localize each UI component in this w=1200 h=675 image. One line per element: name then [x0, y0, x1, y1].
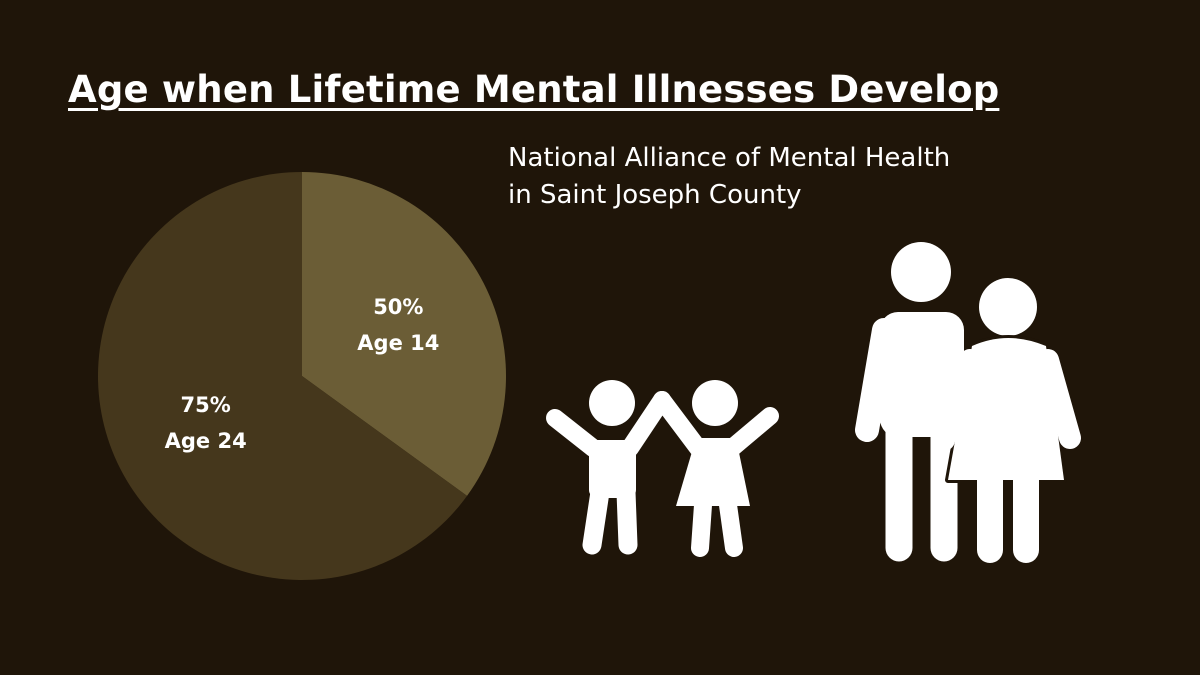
subtitle-line-2: in Saint Joseph County	[508, 180, 802, 210]
subtitle-line-1: National Alliance of Mental Health	[508, 143, 951, 173]
pie-chart: 50% Age 14 75% Age 24	[98, 172, 507, 580]
children-holding-hands-icon	[546, 380, 779, 557]
pie-slice-2	[98, 172, 468, 580]
source-subtitle: National Alliance of Mental Health in Sa…	[508, 140, 950, 214]
pie-labels: 50% Age 14 75% Age 24	[165, 295, 440, 453]
adult-couple-icon	[855, 242, 1081, 563]
slice-age-label-2: Age 24	[165, 429, 247, 453]
page-title: Age when Lifetime Mental Illnesses Devel…	[68, 68, 1000, 111]
slice-percent-label-2: 75%	[181, 393, 231, 417]
slice-percent-label-1: 50%	[373, 295, 423, 319]
slice-age-label-1: Age 14	[357, 331, 439, 355]
pie-slice-1	[302, 172, 507, 496]
pie-slices	[98, 172, 507, 580]
